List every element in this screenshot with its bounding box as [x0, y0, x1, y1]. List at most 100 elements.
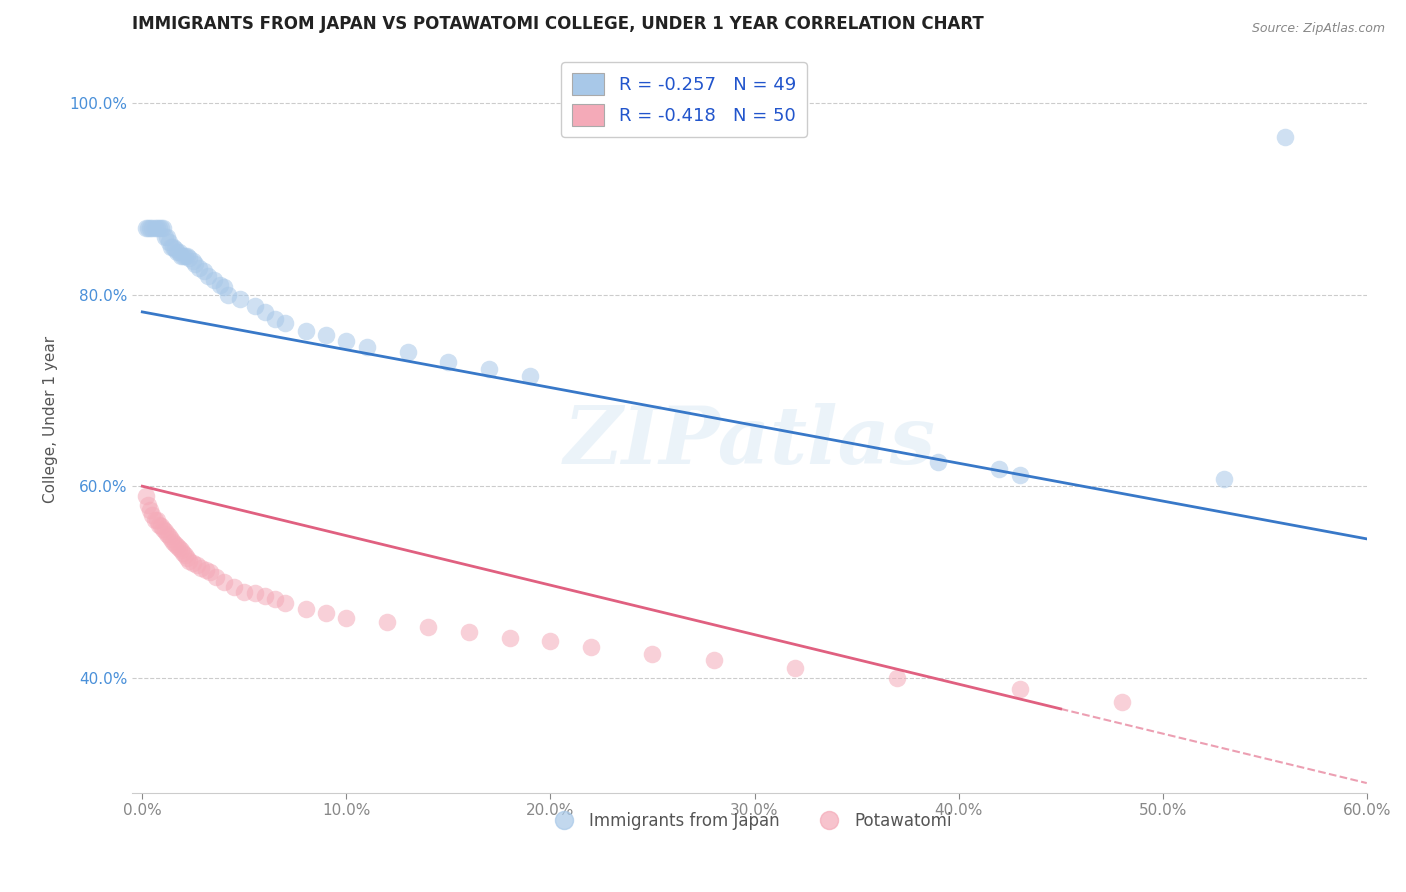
- Point: [457, 624, 479, 639]
- Point: [927, 455, 949, 469]
- Point: [204, 570, 226, 584]
- Point: [229, 293, 252, 307]
- Point: [139, 503, 162, 517]
- Point: [167, 244, 190, 259]
- Point: [176, 249, 198, 263]
- Point: [1111, 695, 1133, 709]
- Point: [253, 305, 276, 319]
- Point: [176, 551, 198, 566]
- Point: [538, 634, 561, 648]
- Point: [274, 317, 297, 331]
- Point: [335, 611, 357, 625]
- Text: Source: ZipAtlas.com: Source: ZipAtlas.com: [1251, 22, 1385, 36]
- Point: [170, 543, 193, 558]
- Point: [135, 489, 157, 503]
- Point: [274, 596, 297, 610]
- Point: [641, 647, 664, 661]
- Point: [166, 244, 188, 259]
- Point: [186, 558, 208, 572]
- Y-axis label: College, Under 1 year: College, Under 1 year: [44, 335, 58, 503]
- Point: [224, 580, 246, 594]
- Point: [148, 220, 170, 235]
- Point: [208, 278, 231, 293]
- Point: [190, 560, 212, 574]
- Point: [1008, 682, 1031, 697]
- Point: [416, 620, 439, 634]
- Point: [162, 240, 184, 254]
- Point: [478, 362, 501, 376]
- Point: [253, 590, 276, 604]
- Point: [212, 574, 235, 589]
- Point: [160, 240, 183, 254]
- Point: [166, 539, 188, 553]
- Point: [170, 249, 193, 263]
- Point: [581, 640, 603, 654]
- Point: [233, 584, 256, 599]
- Text: IMMIGRANTS FROM JAPAN VS POTAWATOMI COLLEGE, UNDER 1 YEAR CORRELATION CHART: IMMIGRANTS FROM JAPAN VS POTAWATOMI COLL…: [132, 15, 984, 33]
- Point: [212, 280, 235, 294]
- Point: [197, 268, 219, 283]
- Point: [156, 230, 179, 244]
- Point: [202, 273, 225, 287]
- Point: [181, 556, 204, 570]
- Point: [179, 554, 201, 568]
- Point: [141, 220, 163, 235]
- Point: [193, 263, 215, 277]
- Point: [149, 519, 172, 533]
- Point: [188, 260, 211, 275]
- Point: [153, 230, 176, 244]
- Point: [143, 513, 166, 527]
- Point: [375, 615, 398, 630]
- Point: [156, 527, 179, 541]
- Point: [152, 522, 174, 536]
- Point: [172, 546, 194, 560]
- Point: [181, 254, 204, 268]
- Point: [294, 324, 316, 338]
- Point: [163, 536, 186, 550]
- Point: [886, 671, 908, 685]
- Point: [145, 220, 167, 235]
- Point: [498, 631, 520, 645]
- Point: [184, 257, 207, 271]
- Point: [141, 508, 163, 522]
- Point: [1274, 129, 1296, 144]
- Point: [194, 564, 217, 578]
- Point: [160, 532, 183, 546]
- Point: [143, 220, 166, 235]
- Point: [179, 252, 201, 266]
- Point: [335, 334, 357, 348]
- Point: [174, 548, 197, 562]
- Point: [243, 586, 266, 600]
- Point: [264, 311, 287, 326]
- Point: [163, 242, 186, 256]
- Point: [217, 287, 239, 301]
- Point: [152, 220, 174, 235]
- Point: [519, 369, 541, 384]
- Point: [703, 653, 725, 667]
- Point: [315, 327, 337, 342]
- Point: [162, 534, 184, 549]
- Point: [139, 220, 162, 235]
- Legend: Immigrants from Japan, Potawatomi: Immigrants from Japan, Potawatomi: [540, 805, 959, 837]
- Point: [157, 529, 180, 543]
- Point: [356, 340, 378, 354]
- Point: [138, 499, 160, 513]
- Point: [1008, 467, 1031, 482]
- Point: [135, 220, 157, 235]
- Point: [315, 606, 337, 620]
- Point: [148, 517, 170, 532]
- Point: [172, 249, 194, 263]
- Point: [294, 601, 316, 615]
- Point: [174, 249, 197, 263]
- Point: [396, 345, 419, 359]
- Point: [1212, 471, 1234, 485]
- Point: [198, 566, 221, 580]
- Point: [167, 541, 190, 556]
- Point: [149, 220, 172, 235]
- Point: [437, 354, 460, 368]
- Point: [145, 513, 167, 527]
- Text: ZIPatlas: ZIPatlas: [564, 403, 935, 480]
- Point: [988, 462, 1011, 476]
- Point: [264, 592, 287, 607]
- Point: [785, 661, 807, 675]
